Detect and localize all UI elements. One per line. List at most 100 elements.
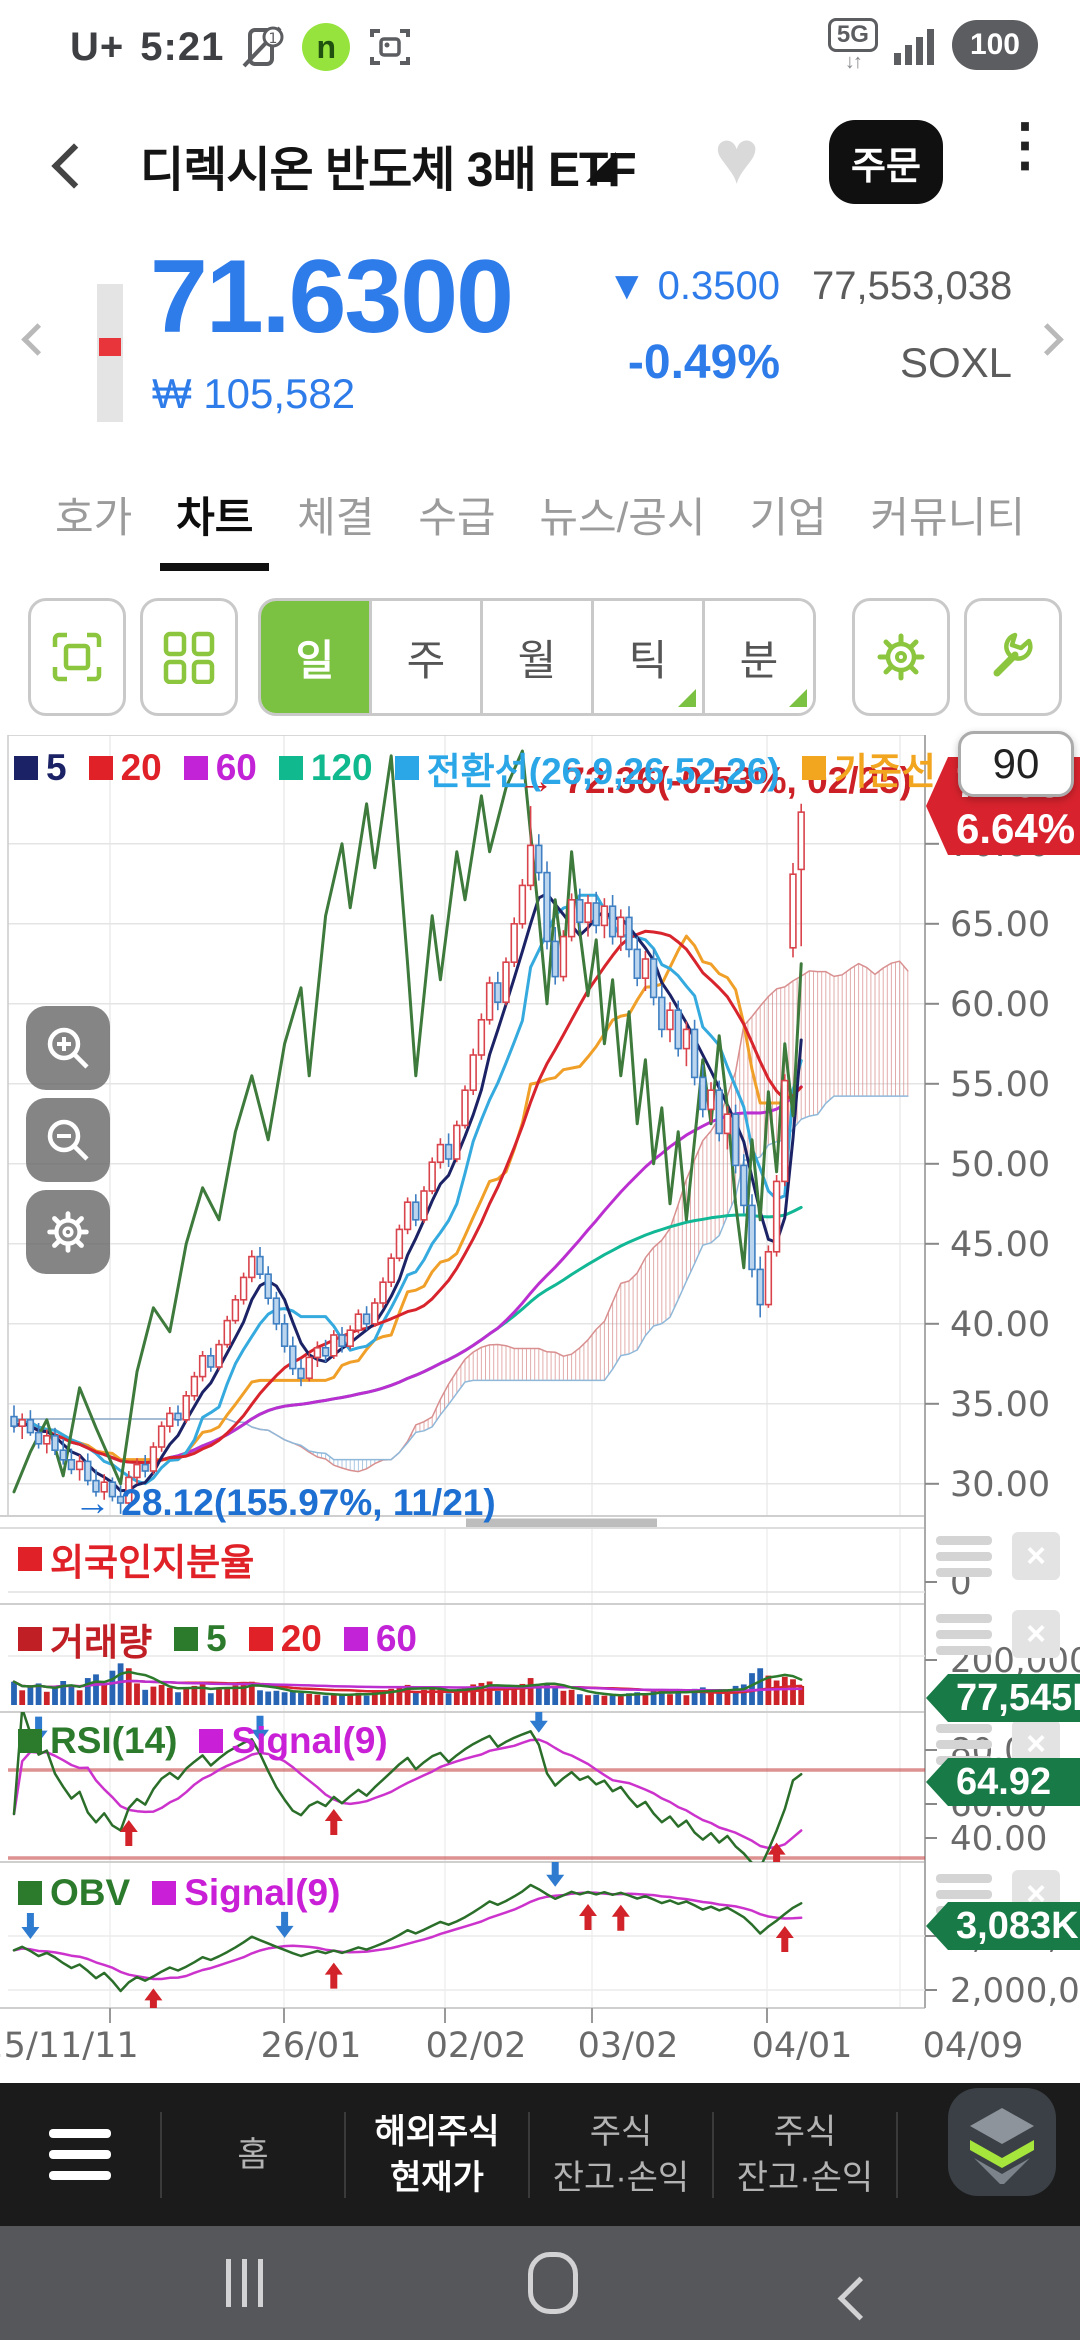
tab-4[interactable]: 뉴스/공시 (539, 494, 706, 541)
notification-app-icon: n (302, 23, 351, 71)
chart-options-button[interactable] (26, 1190, 110, 1274)
legend-item: 60 (343, 1618, 417, 1660)
network-5g-icon: 5G ↓↑ (827, 18, 878, 72)
nav-item-1[interactable]: 해외주식 현재가 (374, 2112, 500, 2197)
panel-drag-icon[interactable] (936, 1613, 992, 1655)
panel-close-button[interactable]: × (1012, 1610, 1060, 1658)
y-axis-label: 35.00 (950, 1385, 1050, 1425)
legend-item: 20 (88, 747, 162, 789)
period-button-1[interactable]: 주 (372, 601, 483, 713)
quick-launcher-button[interactable] (948, 2088, 1056, 2196)
main-chart-legend: 5 20 60 120 전환선(26,9,26,52,26) 기준선 (14, 741, 936, 795)
legend-item: 거래량 (18, 1612, 152, 1666)
y-axis-label: 45.00 (950, 1225, 1050, 1265)
tab-bar: 호가 차트 체결 수급 뉴스/공시 기업 커뮤니티 (0, 456, 1080, 580)
legend-item: OBV (18, 1872, 130, 1914)
legend-item: Signal(9) (152, 1872, 340, 1914)
panel-close-button[interactable]: × (1012, 1532, 1060, 1580)
trade-volume: 77,553,038 (812, 264, 1013, 308)
more-menu-icon[interactable]: ⋮ (996, 112, 1054, 177)
y-axis-label: 50.00 (950, 1145, 1050, 1185)
legend-swatch-icon (18, 1729, 42, 1753)
android-back-button[interactable] (837, 2276, 882, 2321)
panel-drag-icon[interactable] (936, 1535, 992, 1577)
candles-layer (10, 803, 805, 1514)
nav-item-0[interactable]: 홈 (237, 2135, 269, 2174)
prev-stock-arrow[interactable] (21, 323, 54, 356)
period-button-2[interactable]: 월 (483, 601, 594, 713)
x-axis-label: 03/02 (578, 2026, 679, 2066)
order-button[interactable]: 주문 (829, 120, 943, 204)
price-range-gauge (97, 284, 123, 422)
gauge-marker (99, 338, 121, 356)
page-title[interactable]: 디렉시온 반도체 3배 ETF (140, 144, 637, 197)
zoom-out-icon (47, 1119, 89, 1161)
panel-y-label: 2,000,000 (950, 1971, 1080, 2011)
legend-swatch-icon (18, 1547, 42, 1571)
zoom-in-icon (47, 1027, 89, 1069)
x-axis-label: 04/09 (923, 2026, 1024, 2066)
tab-1[interactable]: 차트 (160, 484, 270, 571)
tab-3[interactable]: 수급 (418, 494, 496, 541)
legend-swatch-icon (278, 756, 303, 780)
menu-icon (49, 2129, 111, 2180)
legend-swatch-icon (394, 756, 419, 780)
x-axis-label: 04/01 (752, 2026, 853, 2066)
tab-6[interactable]: 커뮤니티 (870, 494, 1025, 541)
multichart-button[interactable] (140, 598, 238, 716)
obv-legend: OBV Signal(9) (18, 1872, 340, 1914)
tab-2[interactable]: 체결 (297, 494, 375, 541)
nav-item-3[interactable]: 주식 잔고·손익 (736, 2112, 874, 2197)
rsi-badge: 64.92 (926, 1758, 1080, 1806)
price-change-pct: -0.49% (627, 336, 780, 389)
x-axis-label: 25/11/11 (0, 2026, 139, 2066)
y-axis-label: 40.00 (950, 1305, 1050, 1345)
period-button-3[interactable]: 틱 (594, 601, 705, 713)
x-axis-label: 26/01 (261, 2026, 362, 2066)
legend-swatch-icon (343, 1627, 368, 1651)
next-stock-arrow[interactable] (1031, 323, 1064, 356)
legend-swatch-icon (174, 1627, 199, 1651)
zoom-out-button[interactable] (26, 1098, 110, 1182)
home-button[interactable] (528, 2252, 578, 2314)
nav-menu-button[interactable] (0, 2129, 160, 2180)
y-axis-label: 55.00 (950, 1065, 1050, 1105)
legend-item: 60 (183, 747, 257, 789)
legend-item: RSI(14) (18, 1720, 177, 1762)
capture-button[interactable] (28, 598, 126, 716)
favorite-heart-icon[interactable]: ♥ (714, 115, 760, 200)
wrench-icon (993, 632, 1033, 677)
status-bar: U+ 5:21 1 n 5G ↓↑ 100 (0, 0, 1080, 92)
obv-layer (12, 1862, 803, 2008)
title-dropdown-icon[interactable] (586, 152, 616, 182)
legend-swatch-icon (14, 756, 38, 780)
opacity-value-box[interactable]: 90 (958, 731, 1074, 797)
tab-5[interactable]: 기업 (749, 494, 827, 541)
header-bar: 디렉시온 반도체 3배 ETF ♥ 주문 ⋮ (0, 92, 1080, 242)
layers-icon (970, 2108, 1034, 2184)
back-button[interactable] (51, 143, 97, 189)
legend-item: 전환선(26,9,26,52,26) (394, 741, 780, 795)
period-button-4[interactable]: 분 (705, 601, 813, 713)
recent-apps-button[interactable] (226, 2259, 263, 2307)
main-plot-layer (10, 749, 909, 1514)
panel2-controls: × (936, 1610, 1060, 1658)
legend-swatch-icon (18, 1881, 42, 1905)
chart-tools-button[interactable] (964, 598, 1062, 716)
signal-bars-icon (893, 29, 934, 65)
carrier-label: U+ (70, 24, 125, 69)
chart-settings-button[interactable] (852, 598, 950, 716)
legend-swatch-icon (199, 1729, 224, 1753)
current-price: 71.6300 (150, 239, 514, 355)
svg-text:1: 1 (269, 31, 278, 47)
legend-swatch-icon (152, 1881, 177, 1905)
legend-item: 외국인지분율 (18, 1532, 254, 1586)
rsi-legend: RSI(14) Signal(9) (18, 1720, 388, 1762)
nav-item-2[interactable]: 주식 잔고·손익 (552, 2112, 690, 2197)
period-button-0[interactable]: 일 (261, 601, 372, 713)
legend-item: 5 (14, 747, 67, 789)
zoom-in-button[interactable] (26, 1006, 110, 1090)
foreign-ownership-legend: 외국인지분율 (18, 1532, 254, 1586)
tab-0[interactable]: 호가 (55, 494, 133, 541)
